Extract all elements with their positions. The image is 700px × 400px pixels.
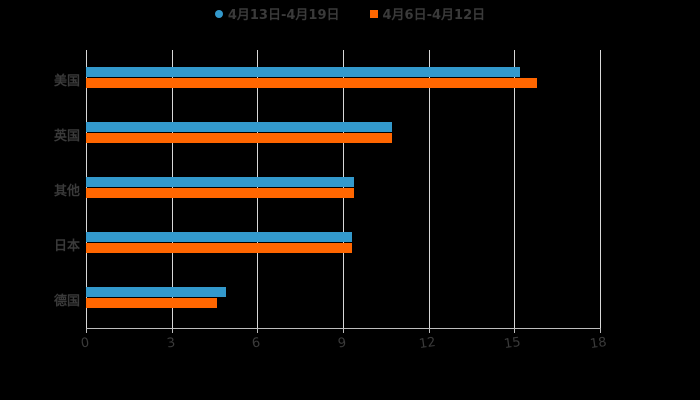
- x-tick-label: 3: [165, 335, 176, 352]
- x-tick: [171, 328, 173, 333]
- legend-dot-icon: [214, 9, 223, 18]
- gridline: [600, 50, 601, 328]
- bar-series-2[interactable]: [86, 243, 352, 253]
- legend-square-icon: [369, 9, 378, 18]
- x-tick-label: 0: [80, 335, 91, 352]
- bar-series-1[interactable]: [86, 177, 355, 187]
- bar-series-2[interactable]: [86, 188, 355, 198]
- bar-series-1[interactable]: [86, 122, 392, 132]
- bar-series-2[interactable]: [86, 78, 538, 88]
- legend-label: 4月6日-4月12日: [382, 8, 486, 23]
- x-tick-label: 6: [251, 335, 262, 352]
- x-tick-label: 15: [503, 334, 522, 353]
- x-tick: [600, 328, 601, 333]
- y-category-label: 日本: [53, 239, 80, 254]
- bar-series-1[interactable]: [86, 232, 352, 242]
- legend-item-series-2[interactable]: 4月6日-4月12日: [369, 4, 486, 23]
- x-axis: [86, 328, 600, 329]
- bar-series-1[interactable]: [86, 287, 226, 297]
- y-category-label: 美国: [53, 74, 80, 89]
- legend-label: 4月13日-4月19日: [227, 8, 340, 23]
- legend-item-series-1[interactable]: 4月13日-4月19日: [214, 4, 340, 23]
- y-category-label: 德国: [53, 294, 80, 309]
- x-tick: [514, 328, 516, 333]
- x-tick: [86, 328, 87, 333]
- x-tick: [343, 328, 344, 333]
- y-category-label: 英国: [53, 129, 80, 144]
- x-tick: [257, 328, 259, 333]
- gridline: [514, 50, 516, 328]
- x-tick: [428, 328, 430, 333]
- bar-series-2[interactable]: [86, 133, 392, 143]
- x-tick-label: 18: [589, 334, 608, 353]
- x-tick-label: 9: [337, 335, 348, 352]
- bar-series-1[interactable]: [86, 67, 521, 77]
- gridline: [428, 50, 430, 328]
- x-tick-label: 12: [417, 334, 437, 353]
- y-category-label: 其他: [53, 184, 80, 199]
- chart-legend: 4月13日-4月19日 4月6日-4月12日: [0, 4, 700, 23]
- bar-series-2[interactable]: [86, 298, 218, 308]
